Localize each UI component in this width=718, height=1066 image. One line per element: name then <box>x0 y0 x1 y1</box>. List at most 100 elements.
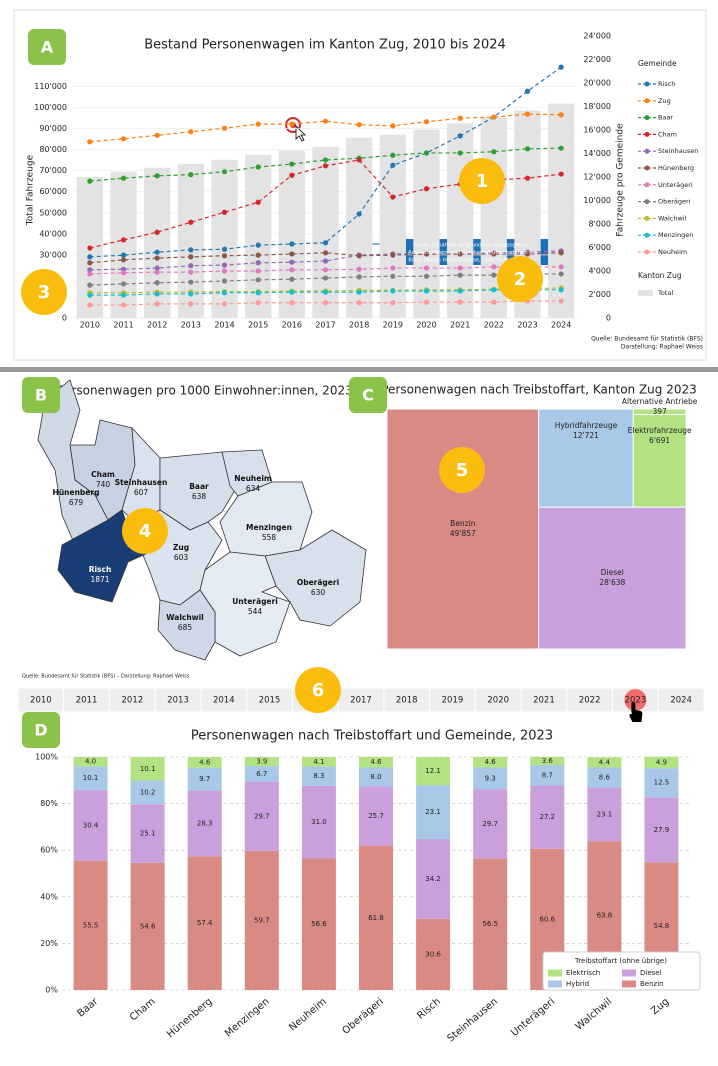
point <box>221 209 228 215</box>
point <box>390 194 396 200</box>
bar-segment <box>530 765 565 786</box>
point <box>87 267 93 273</box>
point <box>154 229 160 235</box>
timeline-year[interactable]: 2023 <box>625 696 647 706</box>
point <box>120 281 127 287</box>
timeline-year[interactable]: 2024 <box>670 696 692 706</box>
point <box>491 299 497 305</box>
bar-segment <box>416 785 451 840</box>
value-label: 3.6 <box>542 757 554 765</box>
legend-swatch <box>622 980 636 988</box>
timeline-cell[interactable] <box>17 687 65 713</box>
x-tick-label: 2010 <box>80 321 100 330</box>
timeline-cell[interactable] <box>383 687 431 713</box>
number-badge-label: 6 <box>312 680 325 701</box>
timeline-year[interactable]: 2012 <box>122 696 144 706</box>
legend-marker <box>644 81 650 87</box>
y2-tick-label: 6'000 <box>588 243 611 252</box>
value-label: 54.6 <box>140 922 156 930</box>
timeline-year[interactable]: 2019 <box>442 696 464 706</box>
legend-swatch <box>548 969 562 977</box>
number-badge-label: 1 <box>476 171 489 192</box>
chart-title: Personenwagen nach Treibstoffart, Kanton… <box>381 383 697 397</box>
chart-title: Personenwagen pro 1000 Einwohner:innen, … <box>57 384 352 398</box>
y-tick-label: 40'000 <box>39 229 67 238</box>
y2-tick-label: 10'000 <box>583 196 611 205</box>
point <box>558 112 564 118</box>
bar-segment <box>644 768 679 798</box>
point <box>289 251 295 257</box>
number-badge-label: 5 <box>456 460 469 481</box>
timeline-year[interactable]: 2013 <box>167 696 189 706</box>
legend-label: Risch <box>658 80 675 88</box>
legend-marker <box>644 131 650 137</box>
point <box>524 251 531 257</box>
point <box>457 150 463 156</box>
number-badge-label: 3 <box>38 282 51 303</box>
timeline-cell[interactable] <box>108 687 156 713</box>
value-label: 6.7 <box>256 770 267 778</box>
point <box>87 245 93 251</box>
line <box>89 113 562 143</box>
point <box>221 278 228 284</box>
point <box>154 265 160 271</box>
number-badge-label: 4 <box>139 521 152 542</box>
timeline-year[interactable]: 2018 <box>396 696 418 706</box>
legend-swatch <box>638 290 653 296</box>
point <box>423 299 430 305</box>
point <box>558 298 564 304</box>
value-label: 63.8 <box>597 912 613 920</box>
value-label: 60.6 <box>539 915 555 923</box>
point <box>154 173 160 179</box>
timeline-year[interactable]: 2021 <box>533 696 555 706</box>
x-tick-label: 2011 <box>113 321 133 330</box>
point <box>423 288 430 294</box>
point <box>255 277 261 283</box>
region-value: 685 <box>178 623 193 632</box>
value-label: 4.9 <box>656 758 667 766</box>
value-label: 4.0 <box>85 758 96 766</box>
point <box>558 145 564 151</box>
timeline-year[interactable]: 2011 <box>76 696 98 706</box>
point <box>188 172 194 178</box>
timeline-year[interactable]: 2014 <box>213 696 235 706</box>
bar-segment <box>187 757 222 768</box>
legend-marker <box>644 115 650 121</box>
timeline-selected <box>624 689 647 711</box>
point <box>255 268 261 274</box>
point <box>154 269 160 275</box>
timeline-cell[interactable] <box>520 687 568 713</box>
timeline-cell[interactable] <box>200 687 248 713</box>
point <box>188 219 194 225</box>
timeline-year[interactable]: 2015 <box>259 696 281 706</box>
timeline-year[interactable]: 2020 <box>487 696 509 706</box>
point <box>390 265 396 271</box>
y2-tick-label: 12'000 <box>583 173 611 182</box>
timeline-year[interactable]: 2010 <box>30 696 52 706</box>
number-badge-label: 2 <box>514 269 527 290</box>
legend-label: Walchwil <box>658 214 687 222</box>
point <box>221 169 228 175</box>
legend-marker <box>644 165 650 171</box>
point <box>322 118 329 124</box>
line <box>89 289 562 296</box>
region-value: 607 <box>134 488 149 497</box>
timeline-cell[interactable] <box>474 687 522 713</box>
x-tick-label: 2014 <box>214 321 234 330</box>
legend-label: Total <box>657 289 673 297</box>
y-tick-label: 110'000 <box>34 82 67 91</box>
y2-tick-label: 4'000 <box>588 267 611 276</box>
point <box>558 271 564 277</box>
timeline-year[interactable]: 2022 <box>579 696 601 706</box>
timeline-cell[interactable] <box>337 687 385 713</box>
point <box>188 279 194 285</box>
timeline-cell[interactable] <box>657 687 705 713</box>
value-label: 54.8 <box>654 922 670 930</box>
x-tick-label: 2021 <box>450 321 470 330</box>
timeline-cell[interactable] <box>566 687 614 713</box>
point <box>322 250 329 256</box>
y-tick-label: 100'000 <box>34 103 67 112</box>
timeline-year[interactable]: 2017 <box>350 696 372 706</box>
point <box>87 254 93 260</box>
bar-segment <box>130 780 165 805</box>
